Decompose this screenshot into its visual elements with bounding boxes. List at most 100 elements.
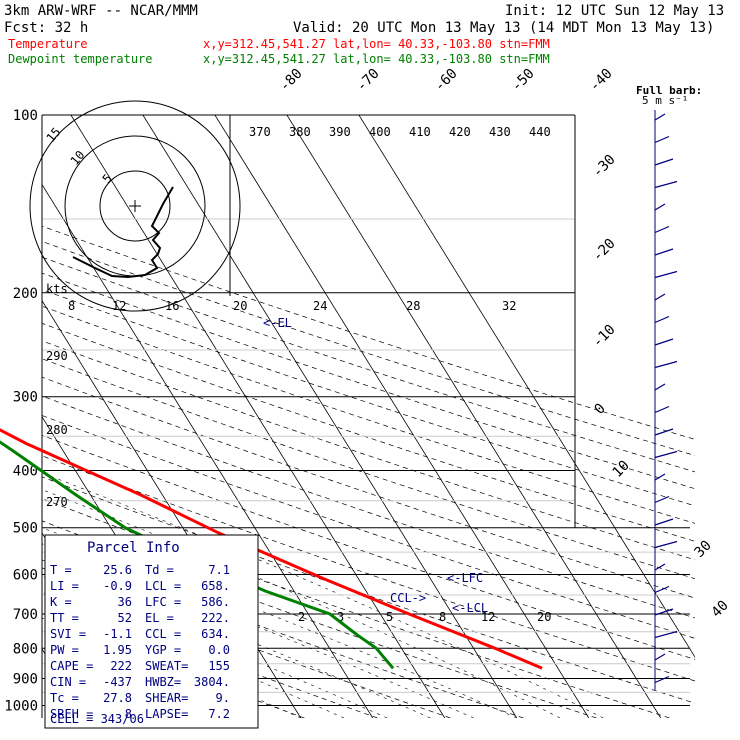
theta-label: 390 [329,125,351,139]
dry-adiabat [42,225,695,440]
isotherm-tick-label: 10 [610,458,633,481]
level-marker-label: <-EL [263,316,292,330]
isotherm-tick-label: -80 [277,66,306,95]
dry-adiabat [42,415,695,639]
parcel-field: -0.9 [103,579,132,593]
parcel-field: T = [50,563,72,577]
mixing-ratio-label: 20 [537,610,551,624]
parcel-field: 27.8 [103,691,132,705]
parcel-field: SHEAR= [145,691,188,705]
dewpoint-info: x,y=312.45,541.27 lat,lon= 40.33,-103.80… [203,52,550,66]
wind-barb [654,135,670,144]
forecast-hour: Fcst: 32 h [4,20,88,36]
hodograph-speed-label: 20 [233,299,247,313]
pressure-tick-label: 900 [13,671,38,687]
hodograph-speed-label: 16 [165,299,179,313]
parcel-field: CCL = [145,627,181,641]
theta-label: 400 [369,125,391,139]
isotherm-tick-label: -70 [354,66,383,95]
wind-barb [654,315,670,324]
parcel-field: 9. [216,691,230,705]
pressure-tick-label: 500 [13,521,38,537]
mixing-ratio-label: 5 [386,610,393,624]
pressure-tick-label: 100 [13,108,38,124]
parcel-field: 155 [208,659,230,673]
dewpoint-legend: Dewpoint temperature [8,52,153,66]
parcel-field: LI = [50,579,79,593]
parcel-field: SVI = [50,627,86,641]
dry-adiabat [42,395,695,619]
isotherm-line [358,115,695,658]
wind-barb [654,563,666,571]
barb-label: Full barb: [636,84,702,97]
pressure-tick-label: 1000 [4,698,38,714]
wind-barb [654,270,678,279]
pressure-tick-label: 400 [13,464,38,480]
theta-e-label: 280 [46,423,68,437]
dry-adiabat [42,256,695,473]
parcel-field: 36 [118,595,132,609]
init-time: Init: 12 UTC Sun 12 May 13 [505,3,724,19]
barb-units: 5 m s⁻¹ [642,94,688,107]
dewpoint-series-line [0,440,395,670]
parcel-field: K = [50,595,72,609]
parcel-info-box: Parcel Info T = 25.6 Td = 7.1 LI = -0.9 LCL = 6… [44,534,259,729]
pressure-tick-label: 300 [13,390,38,406]
hodograph-speed-label: 12 [112,299,126,313]
parcel-field: SREH = [50,707,93,721]
parcel-field: EL = [145,611,174,625]
hodograph-speed-label: 8 [68,299,75,313]
parcel-field: 7.1 [208,563,230,577]
parcel-field: -437 [103,675,132,689]
hodograph-ring [29,100,241,312]
parcel-field: CAPE = [50,659,93,673]
pressure-tick-label: 200 [13,286,38,302]
temperature-series-line [0,428,543,670]
wind-barb [654,675,670,684]
wind-barb [654,608,674,616]
parcel-field: Tc = [50,691,79,705]
data-marks: <-EL <-LFC CCL-> <-LCL [0,110,678,690]
wind-barb [654,495,670,504]
parcel-field: 25.6 [103,563,132,577]
isotherm-line [42,183,374,718]
parcel-field: 1.95 [103,643,132,657]
wind-barb [654,383,666,391]
wind-barb [654,585,670,594]
wind-barb [654,653,666,661]
wind-barb [654,180,678,189]
theta-label: 420 [449,125,471,139]
isotherm-tick-label: -10 [590,322,619,351]
wind-barb [654,248,674,256]
wind-barb [654,518,674,526]
theta-label: 430 [489,125,511,139]
temperature-legend: Temperature [8,37,87,51]
isotherm-tick-label: -60 [432,66,461,95]
parcel-field: CIN = [50,675,86,689]
wind-barb [654,473,666,481]
mixing-ratio-label: 3 [337,610,344,624]
temperature-info: x,y=312.45,541.27 lat,lon= 40.33,-103.80… [203,37,550,51]
isotherm-line [214,115,590,718]
parcel-field: 222. [201,611,230,625]
hodograph-ring-label: 15 [44,125,64,145]
mixing-ratio-label: 12 [481,610,495,624]
valid-time: Valid: 20 UTC Mon 13 May 13 (14 MDT Mon … [293,20,714,36]
parcel-field: LCL = [145,579,181,593]
isotherm-tick-label: -50 [509,66,538,95]
parcel-field: -1.1 [103,627,132,641]
parcel-field: 634. [201,627,230,641]
level-marker-label: CCL-> [390,591,426,605]
dry-adiabat [42,340,695,561]
parcel-field: 0.0 [208,643,230,657]
wind-barb [654,293,666,301]
pressure-tick-label: 600 [13,567,38,583]
hodograph-speed-label: 32 [502,299,516,313]
wind-barb [654,450,678,459]
wind-barb [654,540,678,549]
wind-barb [654,158,674,166]
dry-adiabat [42,567,451,718]
parcel-field: 3804. [194,675,230,689]
level-marker-label: <-LCL [452,601,488,615]
theta-label: 380 [289,125,311,139]
